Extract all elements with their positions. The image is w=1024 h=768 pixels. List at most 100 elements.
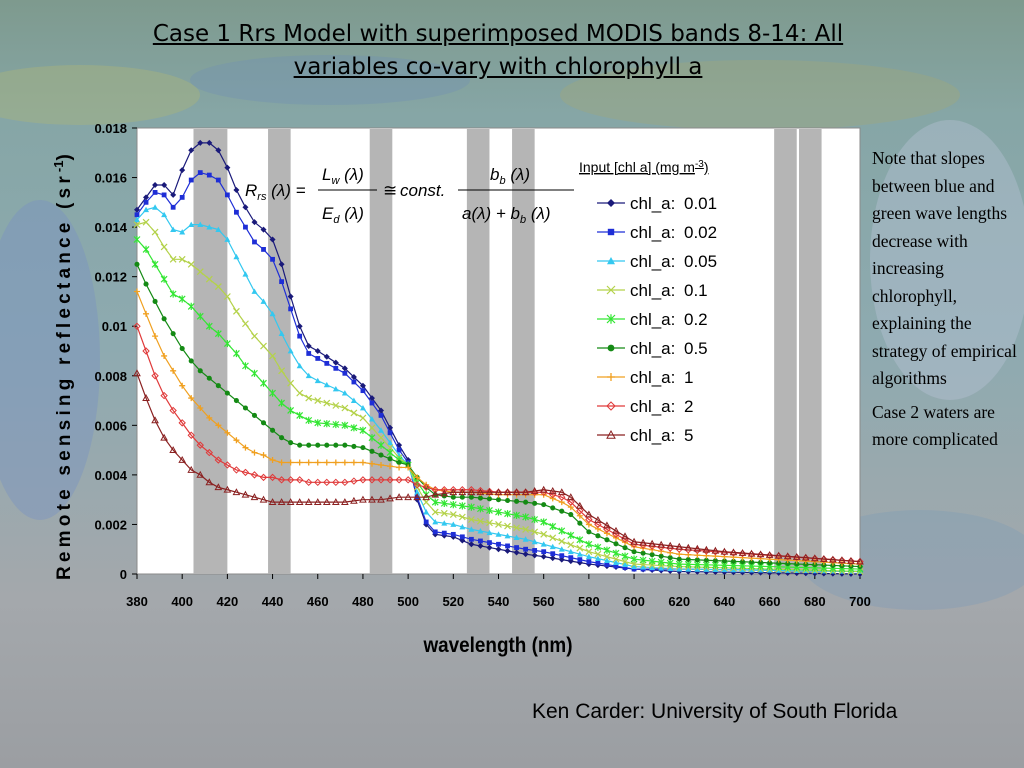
data-point (568, 555, 574, 561)
data-point (269, 310, 276, 317)
x-tick-label: 580 (578, 594, 600, 609)
legend-label-prefix: chl_a: (630, 194, 675, 213)
series-chl-0-05 (134, 204, 863, 574)
data-point (277, 476, 286, 484)
data-point (332, 459, 339, 466)
data-point (350, 374, 357, 381)
data-point (205, 448, 214, 457)
data-point (233, 398, 239, 404)
data-point (306, 442, 312, 448)
legend-marker (607, 373, 615, 381)
data-point (279, 435, 285, 441)
data-point (232, 466, 241, 474)
data-point (540, 518, 548, 526)
data-point (477, 517, 484, 525)
data-point (241, 468, 250, 477)
data-point (323, 478, 331, 487)
data-point (496, 541, 501, 547)
data-point (214, 456, 223, 464)
data-point (251, 219, 258, 226)
data-point (666, 541, 675, 549)
data-point (739, 566, 746, 573)
data-point (224, 236, 231, 242)
legend-label-value: 0.1 (684, 281, 708, 300)
data-point (467, 516, 475, 523)
data-point (242, 405, 248, 411)
data-point (576, 544, 584, 552)
y-tick-label: 0.004 (94, 468, 127, 483)
data-point (630, 560, 638, 568)
data-point (540, 541, 547, 547)
data-point (305, 459, 312, 466)
data-point (152, 204, 159, 210)
data-point (431, 498, 439, 506)
data-point (585, 548, 593, 556)
data-point (432, 518, 439, 525)
data-point (639, 556, 647, 564)
data-point (738, 548, 747, 556)
data-point (829, 555, 837, 563)
data-point (486, 519, 493, 527)
data-point (242, 444, 249, 451)
data-point (377, 441, 385, 449)
data-point (341, 390, 348, 396)
data-point (143, 281, 149, 287)
data-point (134, 288, 140, 295)
data-point (323, 459, 330, 466)
data-point (585, 515, 593, 524)
data-point (242, 320, 249, 328)
data-point (847, 556, 855, 564)
data-point (595, 533, 601, 539)
data-point (513, 524, 520, 532)
data-point (567, 541, 575, 549)
data-point (197, 368, 203, 374)
data-point (548, 486, 557, 494)
svg-text:Lw (λ): Lw (λ) (322, 165, 364, 187)
data-point (404, 476, 412, 484)
data-point (233, 437, 240, 444)
data-point (160, 243, 168, 251)
data-point (523, 546, 529, 552)
data-point (160, 275, 168, 283)
data-point (224, 192, 230, 198)
data-point (559, 553, 565, 559)
data-point (295, 476, 304, 484)
data-point (133, 322, 141, 330)
data-point (522, 525, 530, 533)
data-point (676, 566, 683, 572)
data-point (242, 362, 249, 370)
data-point (170, 367, 177, 374)
data-point (187, 302, 195, 310)
legend-label-prefix: chl_a: (630, 368, 675, 387)
data-point (440, 486, 448, 494)
data-point (414, 474, 421, 481)
data-point (694, 566, 701, 572)
data-point (512, 488, 521, 496)
data-point (774, 551, 783, 559)
data-point (250, 493, 259, 501)
data-point (576, 536, 584, 544)
data-point (260, 342, 267, 350)
data-point (169, 406, 177, 415)
legend-marker (606, 314, 616, 324)
data-point (431, 508, 439, 516)
data-point (251, 412, 258, 418)
data-point (196, 312, 204, 320)
svg-text:Rrs (λ) =: Rrs (λ) = (245, 181, 306, 203)
data-point (224, 164, 231, 171)
data-point (468, 526, 475, 532)
data-point (206, 414, 213, 421)
data-point (622, 565, 628, 570)
data-point (315, 356, 321, 361)
data-point (748, 567, 755, 573)
y-tick-label: 0.018 (94, 121, 127, 136)
legend-marker (606, 285, 616, 295)
y-axis-label-exponent: -1 (51, 161, 66, 173)
data-point (160, 391, 168, 400)
data-point (223, 339, 231, 348)
legend-item-0-05: chl_a: 0.05 (597, 252, 717, 271)
data-point (268, 498, 277, 506)
data-point (586, 529, 592, 535)
data-point (170, 191, 177, 198)
data-point (486, 496, 493, 502)
